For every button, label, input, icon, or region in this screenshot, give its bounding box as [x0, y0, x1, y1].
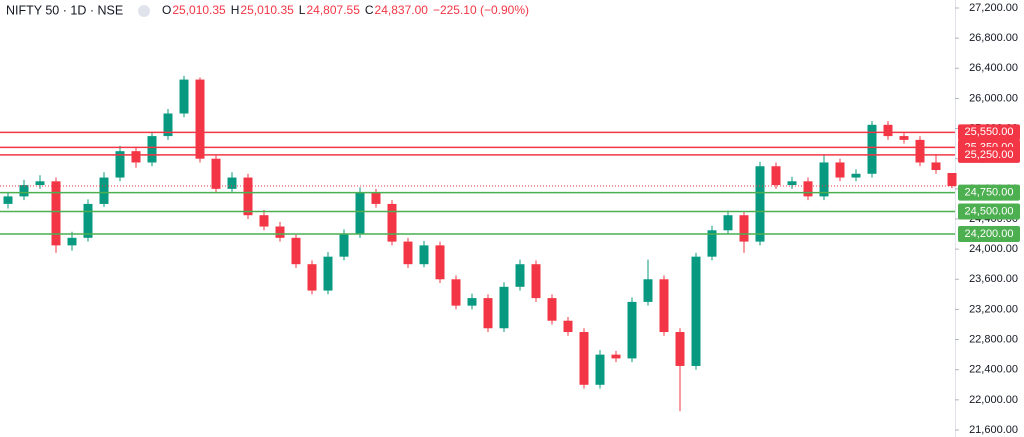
level-label-box [958, 226, 1020, 243]
candle-body [51, 181, 61, 246]
candle-body [547, 298, 557, 321]
candle-body [259, 215, 269, 227]
ohlc-key: O [162, 3, 171, 17]
candle-body [3, 196, 13, 204]
candle-body [835, 162, 845, 178]
candle-body [467, 298, 477, 306]
y-tick-label: 22,000.00 [969, 394, 1018, 406]
candle-body [755, 166, 765, 242]
level-label-box [958, 146, 1020, 163]
ohlc-key: H [231, 3, 240, 17]
candle-body [915, 139, 925, 163]
level-label-box [958, 124, 1020, 141]
ohlc-value: 24,837.00 [375, 3, 429, 17]
y-tick-label: 21,600.00 [969, 424, 1018, 436]
candle-body [19, 185, 29, 197]
candle-body [435, 245, 445, 280]
candle-body [787, 181, 797, 186]
candle-body [867, 124, 877, 174]
candle-body [35, 181, 45, 186]
candle-body [147, 136, 157, 163]
candle-body [131, 151, 141, 163]
candle-body [563, 320, 573, 333]
candle-body [243, 177, 253, 216]
candle-body [739, 215, 749, 242]
candle-body [691, 256, 701, 366]
y-tick-label: 23,600.00 [969, 273, 1018, 285]
ohlc-value: 25,010.35 [240, 3, 294, 17]
candle-body [595, 354, 605, 385]
candle-body [179, 79, 189, 114]
candle-body [675, 332, 685, 366]
candle-body [707, 230, 717, 257]
y-tick-label: 26,800.00 [969, 32, 1018, 44]
candle-body [83, 203, 93, 238]
candle-body [851, 173, 861, 178]
y-tick-label: 26,400.00 [969, 62, 1018, 74]
y-tick-label: 24,000.00 [969, 243, 1018, 255]
level-label: 24,500.00 [965, 205, 1014, 217]
candle-body [627, 301, 637, 359]
candle-body [771, 166, 781, 186]
y-tick-label: 23,200.00 [969, 303, 1018, 315]
y-tick-label: 22,800.00 [969, 333, 1018, 345]
candle-body [307, 264, 317, 291]
plot [0, 75, 957, 412]
candle-body [483, 298, 493, 329]
candle-body [275, 226, 285, 238]
candle-body [115, 151, 125, 178]
ohlc-key: C [365, 3, 374, 17]
level-label-box [958, 203, 1020, 220]
legend: NIFTY 50 · 1D · NSE O 25,010.35 H 25,010.35… [6, 3, 529, 17]
candle-body [339, 234, 349, 257]
candle-body [643, 279, 653, 302]
candle-body [931, 162, 941, 171]
level-label: 25,250.00 [965, 149, 1014, 161]
candle-body [819, 162, 829, 197]
y-tick-label: 26,000.00 [969, 92, 1018, 104]
candle-body [99, 177, 109, 204]
candle-body [211, 158, 221, 189]
level-label-box [958, 184, 1020, 201]
candle-body [579, 332, 589, 385]
candle-body [803, 181, 813, 197]
candle-body [947, 172, 957, 187]
candle-body [499, 286, 509, 329]
candle-body [323, 256, 333, 291]
candle-body [899, 136, 909, 140]
candle-body [67, 237, 77, 246]
candle-body [291, 237, 301, 265]
candle-body [531, 264, 541, 299]
candle-body [387, 203, 397, 242]
candle-body [515, 264, 525, 287]
level-label: 25,550.00 [965, 126, 1014, 138]
ohlc-key: L [299, 3, 306, 17]
candle-body [403, 241, 413, 265]
y-tick-label: 27,200.00 [969, 2, 1018, 14]
candle-body [227, 177, 237, 189]
y-tick-label: 22,400.00 [969, 364, 1018, 376]
ohlc-value: 25,010.35 [172, 3, 226, 17]
candle-body [611, 354, 621, 359]
level-label: 24,200.00 [965, 228, 1014, 240]
price-change: −225.10 (−0.90%) [433, 3, 529, 17]
candle-body [419, 245, 429, 265]
level-label: 24,750.00 [965, 187, 1014, 199]
candle-body [451, 279, 461, 306]
ohlc-value: 24,807.55 [306, 3, 360, 17]
collapse-button[interactable] [138, 5, 150, 17]
candle-body [163, 113, 173, 137]
candle-body [659, 279, 669, 333]
candle-body [355, 192, 365, 235]
candle-body [371, 192, 381, 204]
candle-body [195, 79, 205, 159]
chart-title: NIFTY 50 · 1D · NSE [6, 3, 123, 17]
candle-body [883, 124, 893, 137]
candle-body [723, 215, 733, 231]
